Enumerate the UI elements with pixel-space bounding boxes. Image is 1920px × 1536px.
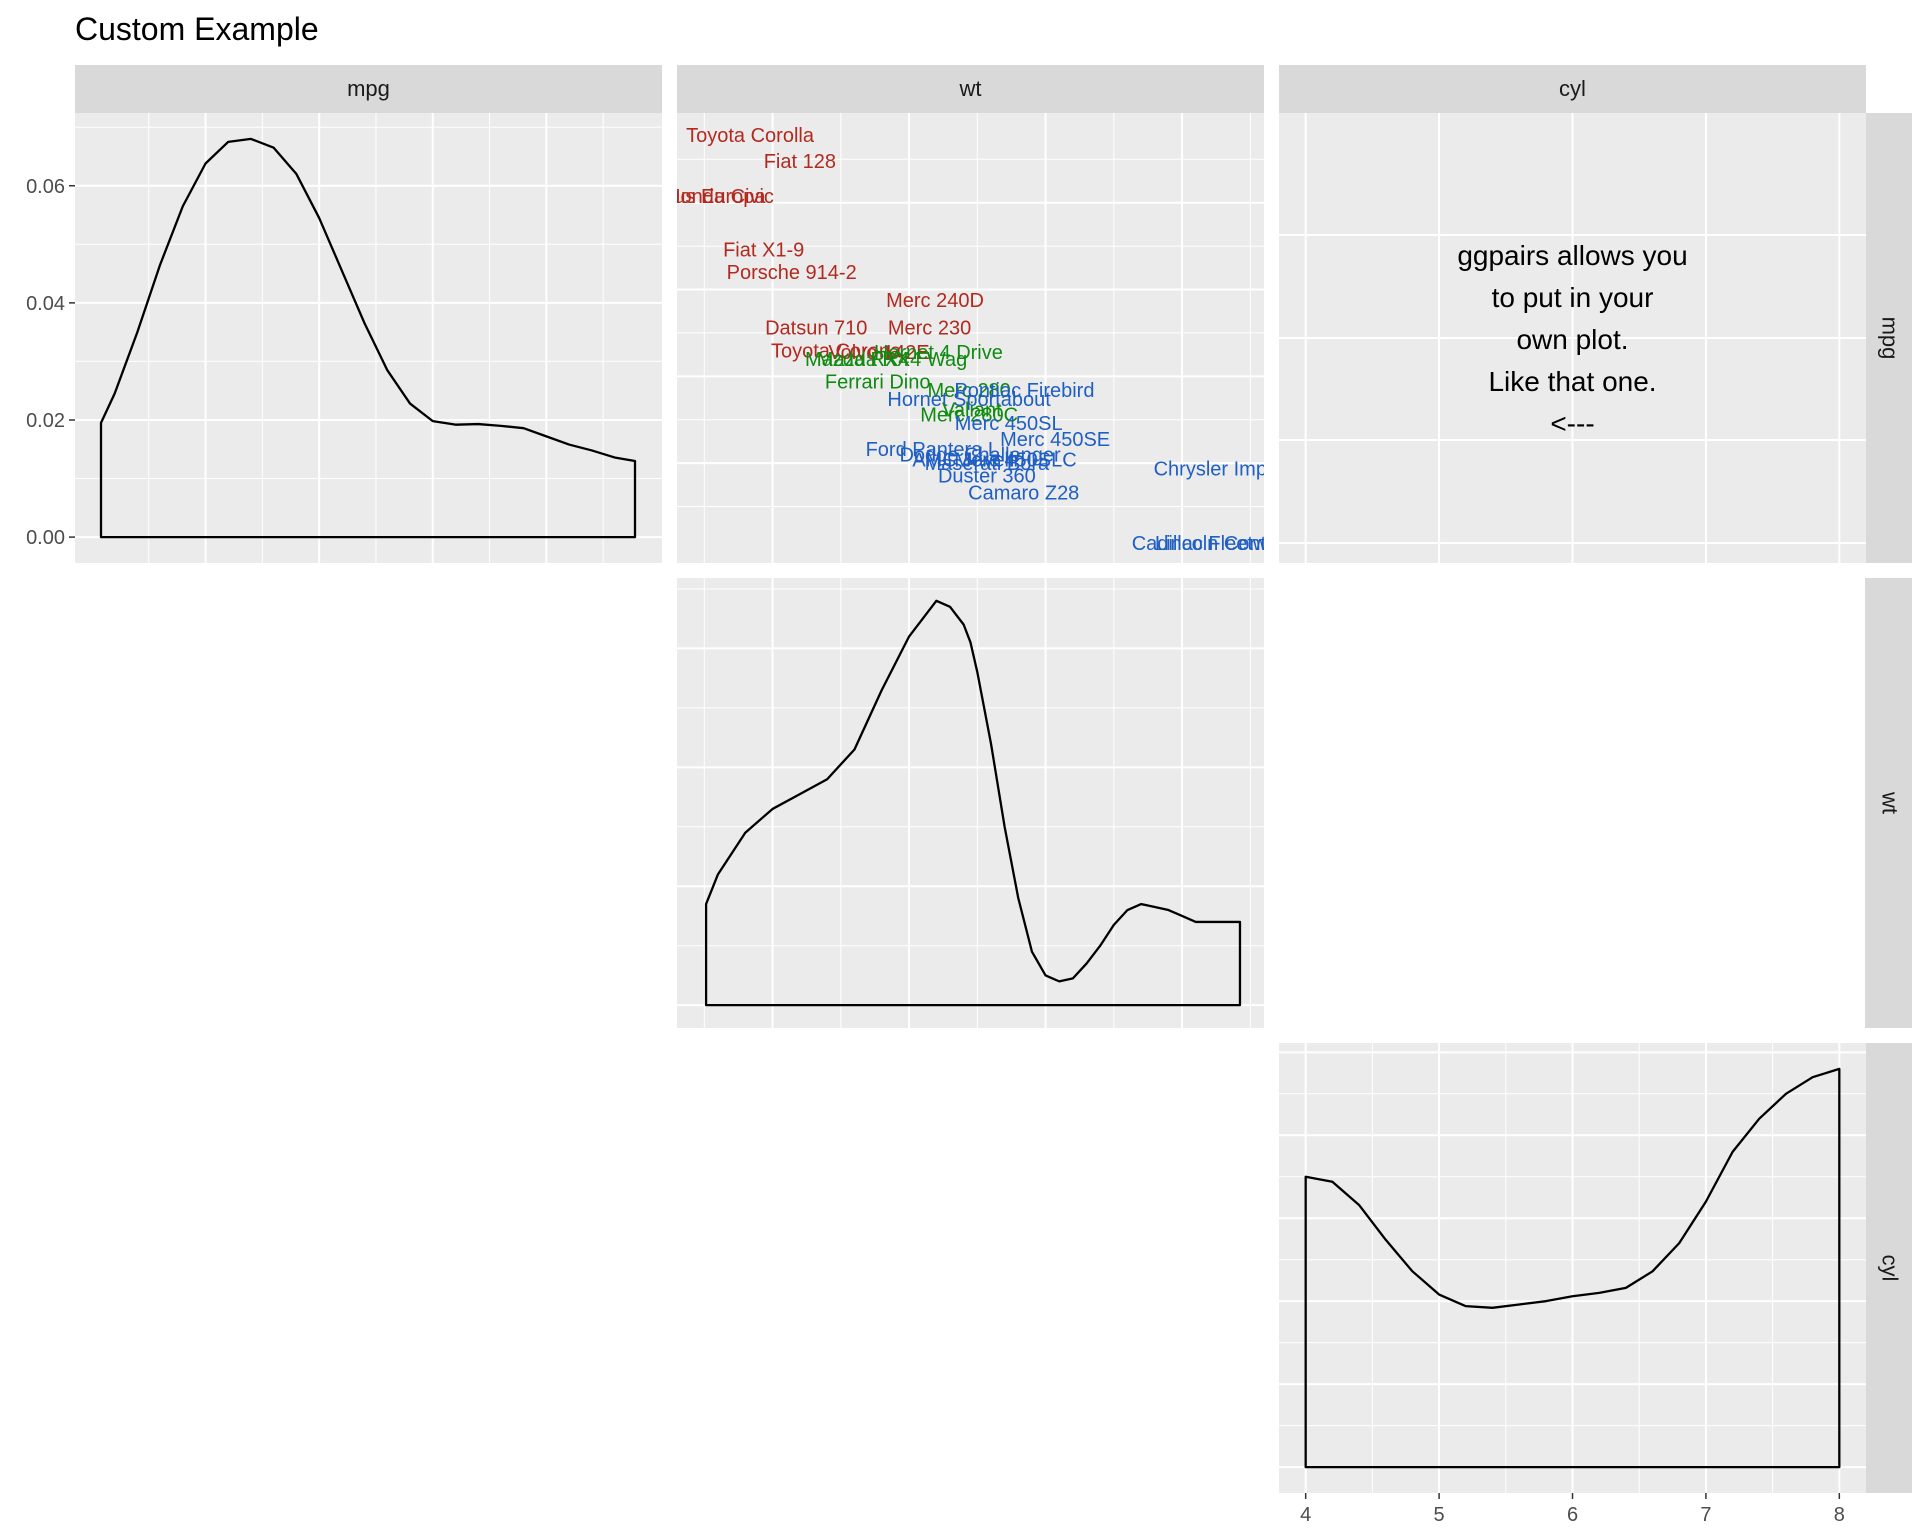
car-label: Camaro Z28 — [968, 483, 1079, 505]
car-label: Merc 230 — [888, 318, 971, 340]
panels-layer: mpg wt cyl mpg wt cyl 0.00 0.02 0.04 0.06 Toyota C… — [26, 65, 1912, 1526]
x-tick-label: 7 — [1700, 1504, 1711, 1526]
density-curve-mpg — [99, 137, 637, 539]
custom-plot-text-line: Like that one. — [1488, 366, 1656, 397]
x-tick-label: 6 — [1567, 1504, 1578, 1526]
column-strip-label-wt: wt — [959, 76, 982, 101]
column-strip-label-cyl: cyl — [1559, 76, 1586, 101]
row-strip-wt — [1865, 578, 1912, 1028]
column-strip-label-mpg: mpg — [347, 76, 390, 101]
panel-wt-wt — [677, 578, 1264, 1028]
car-label: Lincoln Continental — [1155, 533, 1325, 555]
car-label: Honda Civic — [666, 186, 774, 208]
custom-plot-text-line: to put in your — [1492, 282, 1654, 313]
car-label: Mazda RX4 Wag — [817, 349, 967, 371]
y-tick-label: 0.04 — [26, 293, 65, 315]
column-strip-cyl — [1279, 65, 1866, 113]
car-label: Fiat 128 — [764, 151, 836, 173]
custom-plot-text-line: <--- — [1550, 408, 1594, 439]
row-strip-label-cyl: cyl — [1878, 1255, 1903, 1282]
car-label: Mazda RX4 — [805, 349, 910, 371]
row-strip-label-wt: wt — [1878, 791, 1903, 814]
panel-mpg-mpg — [75, 113, 662, 563]
density-curve-cyl — [1304, 1067, 1841, 1469]
car-label: Ford Pantera L — [866, 439, 999, 461]
density-curve-wt — [704, 599, 1242, 1007]
car-label: Duster 360 — [938, 465, 1036, 487]
y-tick-label: 0.06 — [26, 176, 65, 198]
car-label: Merc 450SE — [1000, 429, 1110, 451]
car-label: Pontiac Firebird — [954, 380, 1094, 402]
row-strip-cyl — [1865, 1043, 1912, 1493]
car-label: Merc 280C — [920, 405, 1018, 427]
y-tick-label: 0.02 — [26, 410, 65, 432]
car-label: Dodge Challenger — [899, 444, 1061, 466]
car-label: Valiant — [942, 399, 1002, 421]
car-label: Hornet Sportabout — [887, 389, 1051, 411]
row-strip-label-mpg: mpg — [1878, 317, 1903, 360]
column-strip-mpg — [75, 65, 662, 113]
car-label: Merc 450SL — [955, 413, 1063, 435]
car-label: Chrysler Imperial — [1154, 458, 1305, 480]
panel-wt-vs-mpg — [677, 113, 1264, 563]
custom-plot-text-line: ggpairs allows you — [1457, 240, 1687, 271]
car-label: Datsun 710 — [765, 318, 867, 340]
car-label-layer: Toyota Corolla Fiat 128 Lotus EuropaHonda … — [647, 125, 1325, 555]
custom-plot-text-line: own plot. — [1516, 324, 1628, 355]
car-label: Maserati Bora — [925, 453, 1050, 475]
car-label: Merc 280 — [927, 380, 1010, 402]
car-label: Porsche 914-2 — [727, 262, 857, 284]
car-label: Lotus Europa — [647, 186, 767, 208]
car-label: Hornet 4 Drive — [874, 342, 1003, 364]
chart-title: Custom Example — [75, 11, 319, 47]
column-strip-wt — [677, 65, 1264, 113]
car-label: Toyota Corona — [771, 340, 902, 362]
car-label: Fiat X1-9 — [723, 240, 804, 262]
car-label: Cadillac Fleetwood — [1132, 533, 1301, 555]
car-label: Toyota Corolla — [686, 125, 815, 147]
x-tick-label: 8 — [1834, 1504, 1845, 1526]
car-label: Volvo 142E — [828, 342, 929, 364]
car-label: Ferrari Dino — [825, 372, 931, 394]
x-tick-label: 4 — [1300, 1504, 1311, 1526]
y-tick-label: 0.00 — [26, 527, 65, 549]
car-label: Merc 240D — [886, 290, 984, 312]
x-tick-label: 5 — [1434, 1504, 1445, 1526]
car-label: Merc 450SLC — [954, 450, 1076, 472]
car-label: AMC Javelin — [912, 450, 1024, 472]
row-strip-mpg — [1865, 113, 1912, 563]
